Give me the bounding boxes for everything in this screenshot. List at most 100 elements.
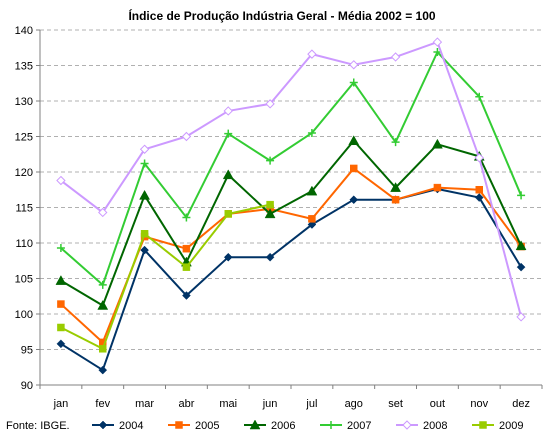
point-2009-jan xyxy=(57,323,65,332)
series-2009 xyxy=(57,200,274,353)
point-2009-abr xyxy=(182,263,191,271)
point-2004-jan xyxy=(56,339,66,349)
axes: 90 95 100 105 110 115 120 125 130 135 140 jan fev mar… xyxy=(15,25,543,410)
point-2007-fev xyxy=(98,280,107,289)
point-2008-jan xyxy=(56,175,66,186)
y-tick-label-120: 120 xyxy=(15,167,33,179)
series-line-2007 xyxy=(60,51,523,286)
legend-label-2006: 2006 xyxy=(271,420,295,432)
x-tick-label-abr: abr xyxy=(178,398,194,410)
point-2006-jan xyxy=(55,275,67,285)
x-tick-label-mai: mai xyxy=(219,398,237,410)
x-tick-label-nov: nov xyxy=(470,398,488,410)
point-2004-ago xyxy=(349,195,359,205)
legend-swatch-marker-2008 xyxy=(402,420,412,430)
series-line-2008 xyxy=(60,41,523,318)
point-2008-dez xyxy=(516,312,526,322)
legend-item-2008: 2008 xyxy=(396,420,447,432)
point-2004-abr xyxy=(182,291,191,300)
legend-label-2005: 2005 xyxy=(195,420,219,432)
point-2007-dez xyxy=(517,191,526,200)
x-tick-label-jul: jul xyxy=(305,398,317,410)
legend-swatch-marker-2005 xyxy=(175,421,183,429)
legend-item-2009: 2009 xyxy=(472,420,523,432)
legend-label-2007: 2007 xyxy=(347,420,371,432)
point-2004-mai xyxy=(223,252,233,262)
y-tick-label-125: 125 xyxy=(15,132,33,144)
y-tick-label-140: 140 xyxy=(15,25,33,37)
point-2006-mai xyxy=(222,169,234,180)
point-2008-fev xyxy=(98,207,108,218)
point-2007-ago xyxy=(349,78,358,87)
point-2004-dez xyxy=(516,262,526,272)
point-2007-mar xyxy=(140,159,149,168)
point-2008-mai xyxy=(223,106,233,116)
x-tick-label-fev: fev xyxy=(95,398,110,410)
legend-swatch-marker-2006 xyxy=(249,419,261,430)
point-2006-ago xyxy=(348,135,360,146)
y-tick-label-100: 100 xyxy=(15,309,33,321)
series-line-2006 xyxy=(60,139,522,307)
y-tick-label-135: 135 xyxy=(15,61,33,73)
point-2008-out xyxy=(432,37,443,47)
point-2007-abr xyxy=(182,213,191,222)
point-2006-jun xyxy=(264,208,276,219)
point-2004-nov xyxy=(474,193,484,202)
legend-swatch-marker-2007 xyxy=(327,421,335,429)
point-2007-jul xyxy=(307,128,316,137)
point-2009-mar xyxy=(140,230,149,238)
y-tick-label-95: 95 xyxy=(21,345,33,357)
x-tick-label-ago: ago xyxy=(345,398,363,410)
point-2007-mai xyxy=(224,129,233,138)
legend: 2004 2005 2006 2007 2008 2009 xyxy=(92,419,523,432)
series-group xyxy=(55,37,527,375)
x-tick-label-dez: dez xyxy=(512,398,530,410)
point-2004-jun xyxy=(265,252,275,262)
point-2009-mai xyxy=(224,210,232,218)
legend-label-2008: 2008 xyxy=(423,420,447,432)
legend-label-2004: 2004 xyxy=(119,420,143,432)
point-2008-abr xyxy=(181,131,192,142)
x-tick-label-jan: jan xyxy=(53,398,69,410)
x-tick-label-set: set xyxy=(388,398,403,410)
x-tick-label-jun: jun xyxy=(262,398,278,410)
point-2006-dez xyxy=(515,240,527,251)
point-2008-jun xyxy=(265,99,275,109)
series-line-2005 xyxy=(60,167,522,344)
point-2005-abr xyxy=(182,244,191,253)
point-2009-fev xyxy=(99,345,107,353)
series-2007 xyxy=(56,48,526,289)
point-2004-fev xyxy=(98,365,108,375)
point-2005-jan xyxy=(57,300,65,308)
legend-item-2007: 2007 xyxy=(320,420,371,432)
chart-title: Índice de Produção Indústria Geral - Méd… xyxy=(128,8,435,23)
point-2007-jun xyxy=(266,156,275,165)
point-2007-jan xyxy=(56,243,65,252)
point-2008-jul xyxy=(307,49,317,59)
source-note: Fonte: IBGE. xyxy=(6,420,70,432)
point-2009-jun xyxy=(266,200,274,209)
point-2008-nov xyxy=(474,153,484,163)
point-2007-set xyxy=(391,138,400,147)
point-2006-set xyxy=(390,182,402,192)
y-tick-label-110: 110 xyxy=(15,238,33,250)
legend-label-2009: 2009 xyxy=(499,420,523,432)
point-2005-nov xyxy=(475,186,483,194)
point-2008-mar xyxy=(139,144,150,154)
point-2008-ago xyxy=(349,60,359,70)
x-tick-label-mar: mar xyxy=(135,398,154,410)
x-tick-label-out: out xyxy=(430,398,445,410)
y-tick-label-130: 130 xyxy=(15,96,33,108)
point-2004-mar xyxy=(140,245,149,255)
series-2008 xyxy=(56,37,526,322)
y-tick-label-115: 115 xyxy=(15,203,33,215)
y-tick-label-90: 90 xyxy=(21,380,33,392)
point-2005-out xyxy=(433,183,442,192)
legend-item-2004: 2004 xyxy=(92,420,143,432)
point-2005-jul xyxy=(308,215,316,223)
legend-swatch-marker-2009 xyxy=(479,421,487,429)
y-tick-label-105: 105 xyxy=(15,274,33,286)
point-2008-set xyxy=(390,52,401,62)
point-2006-jul xyxy=(306,185,318,196)
